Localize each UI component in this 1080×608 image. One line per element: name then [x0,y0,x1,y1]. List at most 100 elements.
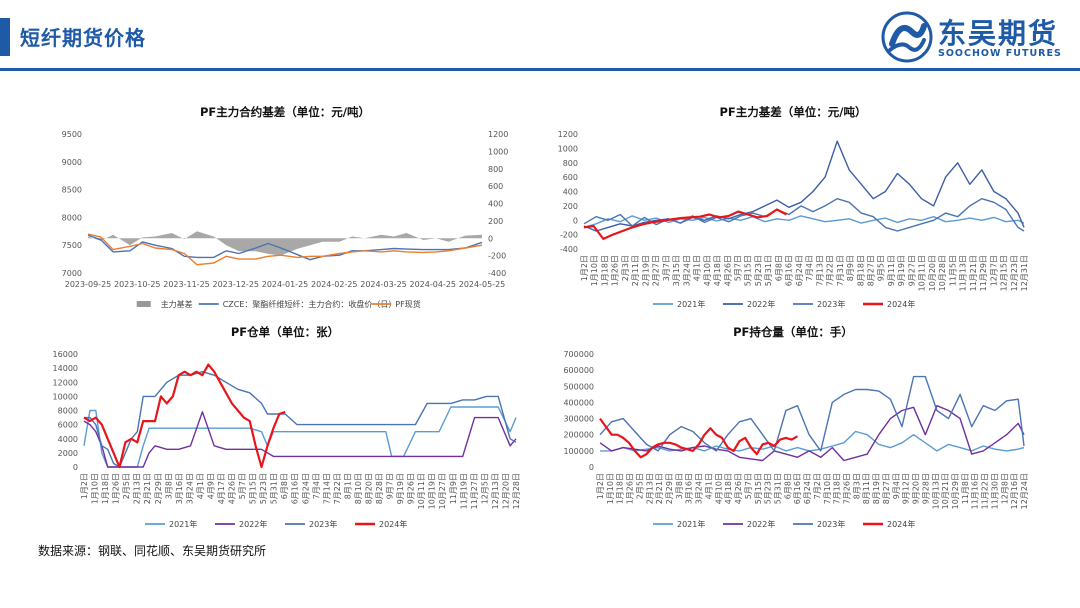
y-tick-label: 400000 [563,398,594,407]
x-tick-label: 2024-02-25 [311,280,358,289]
x-tick-label: 7月31日 [836,255,845,286]
x-tick-label: 1月10日 [590,255,599,286]
series-line [84,371,517,468]
y-tick-label: 8000 [58,407,78,416]
x-tick-label: 4月10日 [714,473,723,504]
y-tick-label: 700000 [563,350,594,359]
x-tick-label: 11月21日 [969,255,978,291]
x-tick-label: 2023-12-25 [213,280,260,289]
x-tick-label: 3月24日 [682,255,691,286]
x-tick-label: 2月21日 [655,473,664,504]
x-tick-label: 2023-09-25 [65,280,112,289]
y-tick-label: 400 [563,188,578,197]
x-tick-label: 12月8日 [1000,473,1009,504]
y-tick-label: 0 [573,216,578,225]
y-tick-label: 200 [563,202,578,211]
x-tick-label: 4月1日 [704,473,713,499]
x-tick-label: 3月24日 [185,473,194,504]
series-area [88,231,482,256]
x-tick-label: 10月20日 [928,255,937,291]
x-tick-label: 5月15日 [249,473,258,504]
x-tick-label: 5月7日 [733,255,742,281]
legend-label: 2023年 [817,519,845,529]
x-tick-label: 5月23日 [754,255,763,286]
x-tick-label: 3月8日 [164,473,173,499]
x-tick-label: 7月10日 [823,473,832,504]
series-line [83,363,286,469]
y-right-tick-label: 0 [488,234,493,243]
x-tick-label: 5月15日 [754,473,763,504]
x-tick-label: 5月31日 [773,473,782,504]
y-tick-label: -200 [560,231,578,240]
y-tick-label: 1000 [558,144,578,153]
x-tick-label: 1月10日 [606,473,615,504]
x-tick-label: 1月26日 [626,473,635,504]
x-tick-label: 7月14日 [322,473,331,504]
chart-svg: PF主力基差（单位：元/吨） -400 -200 0 200 400 600 800 1000 1… [558,105,1029,309]
legend-label: 2024年 [887,299,915,309]
x-tick-label: 5月7日 [744,473,753,499]
x-tick-label: 2月21日 [143,473,152,504]
x-tick-label: 8月28日 [375,473,384,504]
x-tick-label: 5月15日 [744,255,753,286]
x-tick-label: 4月18日 [724,473,733,504]
x-tick-label: 4月9日 [206,473,215,499]
x-tick-label: 2023-11-25 [163,280,210,289]
x-tick-label: 7月4日 [805,255,814,281]
x-tick-label: 2月19日 [641,255,650,286]
x-tick-label: 10月21日 [941,473,950,509]
x-tick-label: 6月16日 [291,473,300,504]
x-tick-label: 8月3日 [852,473,861,499]
x-tick-label: 2月5日 [122,473,131,499]
y-tick-label: 8000 [62,213,82,222]
x-tick-label: 2月13日 [133,473,142,504]
x-tick-label: 9月27日 [907,255,916,286]
x-tick-label: 9月19日 [897,255,906,286]
y-right-tick-label: 1200 [488,130,508,139]
x-tick-label: 1月2日 [80,473,89,499]
x-tick-label: 5月31日 [764,255,773,286]
x-tick-label: 12月24日 [1020,473,1029,509]
x-tick-label: 8月9日 [846,255,855,281]
y-right-tick-label: -400 [488,269,506,278]
legend-label: 2021年 [169,519,197,529]
x-tick-label: 8月18日 [856,255,865,286]
x-tick-label: 10月11日 [417,473,426,509]
logo-chinese-text: 东吴期货 [938,17,1059,50]
x-tick-label: 11月29日 [979,255,988,291]
y-tick-label: 0 [73,463,78,472]
y-tick-label: 200000 [563,431,594,440]
x-tick-label: 4月26日 [723,255,732,286]
series-line [600,430,1025,452]
x-tick-label: 11月5日 [948,255,957,286]
y-tick-label: 6000 [58,421,78,430]
x-tick-label: 1月26日 [611,255,620,286]
x-tick-label: 5月23日 [259,473,268,504]
x-tick-label: 12月31日 [1020,255,1029,291]
x-tick-label: 11月8日 [961,473,970,504]
brand-logo: 东吴期货 SOOCHOW FUTURES [880,10,1070,66]
x-tick-label: 6月8日 [774,255,783,281]
x-tick-label: 9月12日 [902,473,911,504]
x-tick-label: 6月24日 [301,473,310,504]
series-line [87,233,483,266]
chart-basis-seasonal: PF主力基差（单位：元/吨） -400 -200 0 200 400 600 800 1000 1… [548,98,1038,313]
legend-label: 2024年 [887,519,915,529]
series-line [83,411,517,468]
x-tick-label: 2023-10-25 [114,280,161,289]
x-tick-label: 8月1日 [343,473,352,499]
x-tick-label: 7月13日 [815,255,824,286]
x-tick-label: 11月22日 [981,473,990,509]
x-tick-label: 11月9日 [449,473,458,504]
chart-svg: PF持仓量（单位：手） 0 100000 200000 300000 400000 5000… [563,325,1029,529]
x-tick-label: 9月7日 [386,473,395,499]
header-divider [0,68,1080,71]
y-right-tick-label: 200 [488,217,503,226]
y-tick-label: 4000 [58,435,78,444]
x-tick-label: 2月11日 [631,255,640,286]
legend-label: 2022年 [239,519,267,529]
x-tick-label: 3月24日 [695,473,704,504]
y-tick-label: 7500 [62,241,82,250]
x-tick-label: 6月8日 [783,473,792,499]
x-tick-label: 6月24日 [803,473,812,504]
